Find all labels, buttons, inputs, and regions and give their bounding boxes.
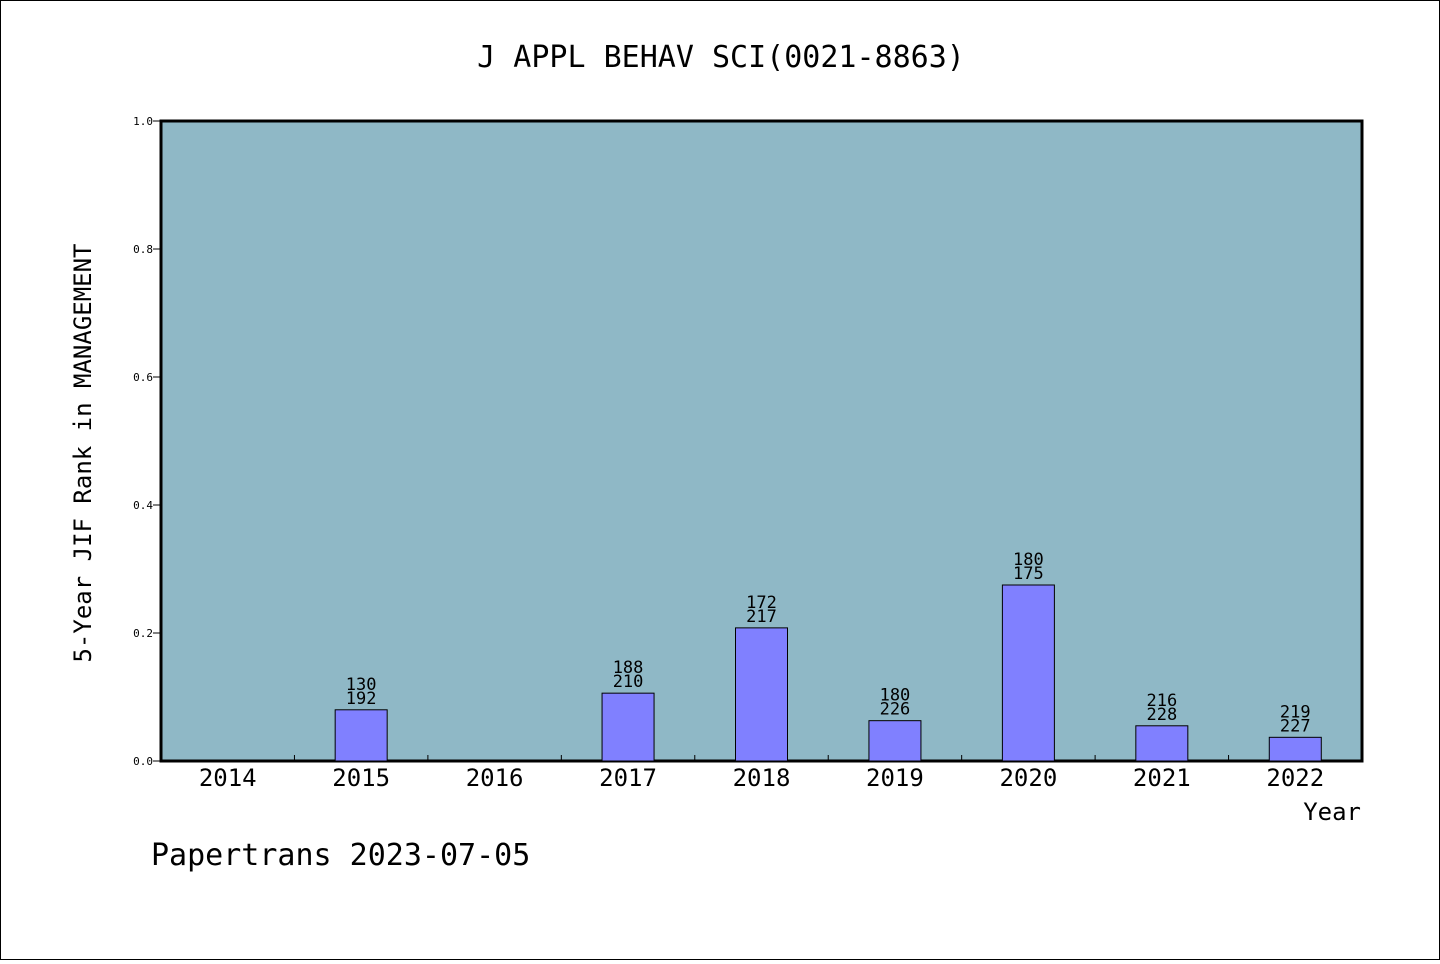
- x-tick-label: 2019: [866, 764, 924, 792]
- bar-label-bottom: 217: [746, 607, 777, 627]
- y-tick-label: 0.0: [133, 755, 153, 768]
- bar-label-top: 172: [746, 593, 777, 613]
- bar-2021: [1135, 725, 1189, 762]
- x-tick-label: 2018: [733, 764, 791, 792]
- x-tick-label: 2022: [1266, 764, 1324, 792]
- x-axis: 2014 2015 2016 2017 2018 2019 2020 2021 2022: [199, 755, 1324, 792]
- bar-label-bottom: 228: [1146, 705, 1177, 725]
- bar-label-top: 216: [1146, 691, 1177, 711]
- bar-2015: [334, 709, 388, 762]
- x-tick-label: 2016: [466, 764, 524, 792]
- y-axis-label: 5-Year JIF Rank in MANAGEMENT: [69, 243, 97, 662]
- bar-label-top: 188: [613, 658, 644, 678]
- y-tick-label: 0.4: [133, 499, 153, 512]
- y-tick-label: 0.2: [133, 627, 153, 640]
- bar-label-top: 130: [346, 675, 377, 695]
- x-tick-label: 2021: [1133, 764, 1191, 792]
- bar-2022: [1268, 736, 1322, 762]
- bar-label-bottom: 210: [613, 672, 644, 692]
- bar-label-bottom: 227: [1280, 716, 1311, 736]
- bar-label-bottom: 175: [1013, 564, 1044, 584]
- bar-2019: [868, 720, 922, 762]
- chart-title: J APPL BEHAV SCI(0021-8863): [477, 40, 965, 75]
- x-tick-label: 2015: [332, 764, 390, 792]
- y-tick-label: 0.6: [133, 371, 153, 384]
- x-tick-label: 2014: [199, 764, 257, 792]
- footer-credit: Papertrans 2023-07-05: [151, 838, 530, 873]
- bar-label-top: 180: [880, 686, 911, 706]
- bar-2020: [1001, 584, 1055, 762]
- bar-2018: [735, 627, 788, 762]
- y-tick-label: 1.0: [133, 115, 153, 128]
- y-tick-label: 0.8: [133, 243, 153, 256]
- x-tick-label: 2017: [599, 764, 657, 792]
- bar-label-top: 180: [1013, 550, 1044, 570]
- bar-label-top: 219: [1280, 702, 1311, 722]
- bar-label-bottom: 226: [880, 700, 911, 720]
- y-axis: 0.0 0.2 0.4 0.6 0.8 1.0: [133, 115, 161, 768]
- bar-label-bottom: 192: [346, 689, 377, 709]
- x-tick-label: 2020: [999, 764, 1057, 792]
- x-axis-label: Year: [1303, 798, 1361, 826]
- bar-2017: [601, 692, 655, 762]
